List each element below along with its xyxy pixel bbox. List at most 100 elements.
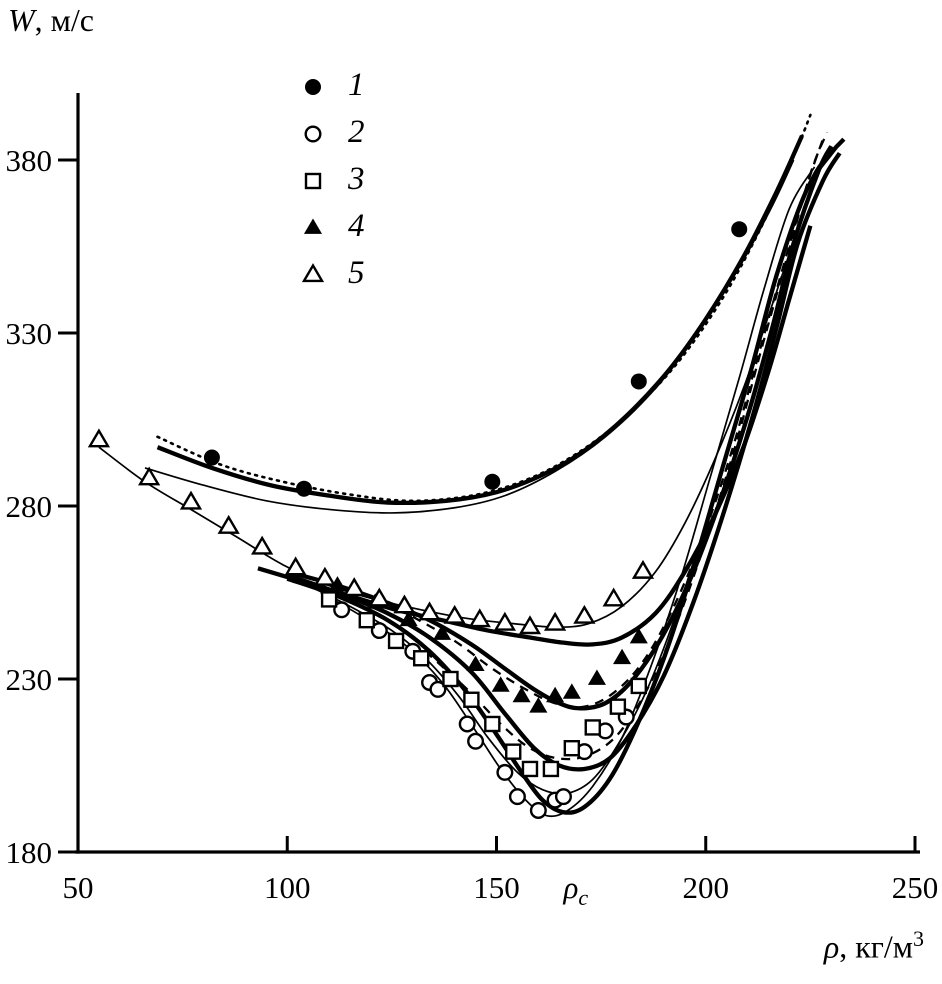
filled-triangle-icon [399,610,418,627]
y-tick-label: 380 [6,143,53,178]
legend-label: 3 [348,161,365,197]
open-square-icon [320,591,338,608]
x-axis-units: , кг/м [839,928,913,965]
filled-triangle-icon [512,686,531,703]
legend: 1 2 3 4 5 [298,62,365,297]
series-4-curve-thick [286,145,834,711]
filled-triangle-legend-icon [303,218,323,234]
y-axis-title: W, м/с [8,2,94,39]
x-tick-label: 150 [473,870,520,905]
legend-item-4: 4 [298,203,365,250]
filled-circle-icon [305,78,321,95]
legend-item-3: 3 [298,156,365,203]
filled-circle-legend-icon [305,78,321,95]
filled-triangle-icon [546,686,565,703]
open-square-icon [484,715,501,733]
legend-label: 4 [348,208,365,244]
series-1-curve-thick [156,134,804,506]
y-axis-symbol: W [8,2,35,38]
open-triangle-icon [217,514,240,534]
filled-triangle-icon [629,627,648,644]
filled-circle-icon [484,473,501,490]
open-circle-legend-icon [304,124,322,143]
series-4-curve-dashed [412,138,825,709]
open-triangle-icon [179,490,203,510]
critical-density-label: ρc [562,870,588,910]
open-triangle-icon [368,587,391,607]
y-tick-label: 180 [6,835,53,870]
legend-item-5: 5 [298,250,365,297]
x-tick-label: 200 [683,870,730,905]
filled-triangle-icon [491,676,510,692]
open-triangle-icon [602,587,625,607]
x-tick-label: 50 [63,870,94,905]
open-square-icon [387,632,405,650]
open-square-icon [584,719,601,736]
filled-circle-icon [731,221,748,238]
legend-item-2: 2 [298,109,365,156]
open-circle-icon [554,788,572,806]
legend-label: 5 [348,255,365,291]
filled-triangle-icon [613,648,632,665]
legend-label: 1 [348,67,365,103]
open-square-icon [442,670,459,688]
open-triangle-icon [138,466,161,486]
open-square-legend-icon [304,172,322,189]
series-3-curve-thin [307,159,824,795]
series-5-curve-thin [98,204,807,628]
open-triangle-icon [493,611,516,631]
filled-triangle-icon [303,218,323,234]
filled-triangle-icon [562,683,581,699]
series-5-curve-thick [257,225,813,647]
open-triangle-legend-icon [301,262,325,282]
open-square-icon [505,743,522,760]
x-tick-label: 250 [892,870,939,905]
open-square-icon [563,740,581,757]
open-triangle-icon [573,604,596,624]
open-circle-icon [429,680,447,698]
open-triangle-icon [301,262,325,282]
open-circle-icon [496,763,514,781]
filled-circle-icon [295,480,312,497]
open-circle-icon [370,622,388,640]
x-axis-symbol: ρ [823,928,840,965]
y-tick-label: 230 [6,662,53,697]
filled-circle-icon [630,373,647,390]
x-axis-units-exponent: 3 [913,926,924,951]
open-square-icon [463,691,480,708]
open-triangle-icon [631,559,655,579]
open-triangle-icon [313,566,337,586]
y-tick-label: 280 [6,489,53,524]
filled-triangle-icon [529,697,548,713]
open-square-icon [521,760,539,778]
open-square-icon [304,172,322,189]
y-tick-label: 330 [6,316,53,351]
open-square-icon [609,698,627,715]
open-square-icon [412,650,430,667]
open-square-icon [358,611,375,629]
open-circle-icon [529,801,547,819]
x-tick-label: 100 [264,870,311,905]
open-triangle-icon [468,608,491,628]
series-3-curve-thick [286,151,842,772]
legend-label: 2 [348,114,365,150]
open-triangle-icon [284,556,307,576]
open-triangle-icon [443,604,466,624]
open-triangle-icon [393,594,416,614]
x-axis-title: ρ, кг/м3 [824,926,924,966]
open-circle-icon [304,124,322,143]
open-triangle-icon [251,535,274,555]
filled-triangle-icon [328,576,347,592]
filled-triangle-icon [466,655,485,672]
series-2-curve-thick [286,137,846,815]
open-circle-icon [458,715,476,733]
filled-triangle-icon [433,624,452,640]
open-circle-icon [333,601,351,619]
open-square-icon [630,677,647,695]
series-1-curve-dotted [156,113,812,503]
y-axis-units: , м/с [34,2,94,38]
open-circle-icon [508,788,526,806]
open-triangle-icon [543,611,567,631]
